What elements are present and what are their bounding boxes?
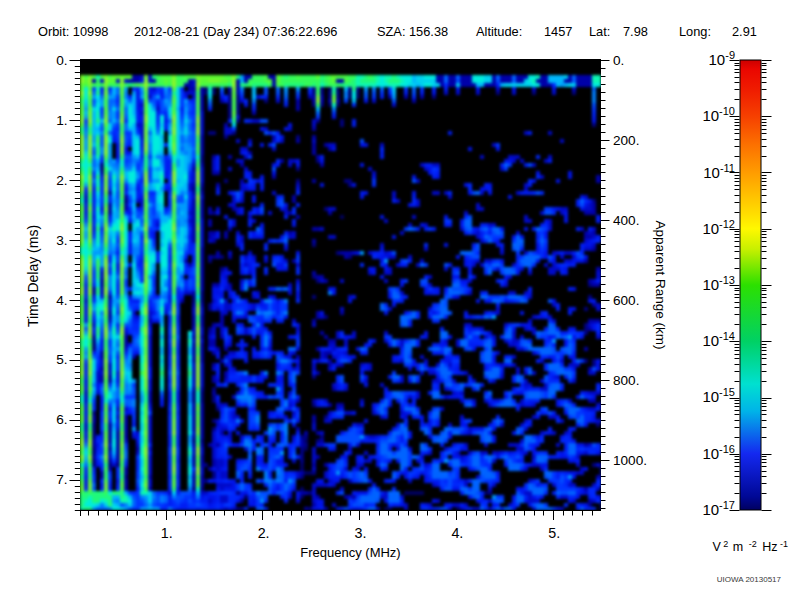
svg-text:7.98: 7.98 (623, 24, 648, 39)
svg-text:10-10: 10-10 (702, 105, 735, 124)
svg-text:SZA: 156.38: SZA: 156.38 (377, 24, 448, 39)
svg-text:Frequency (MHz): Frequency (MHz) (300, 545, 400, 560)
svg-text:Lat:: Lat: (589, 24, 610, 39)
svg-text:800.: 800. (613, 373, 639, 388)
svg-text:4.: 4. (451, 525, 463, 541)
svg-text:UIOWA 20130517: UIOWA 20130517 (717, 575, 782, 584)
svg-text:2012-08-21 (Day 234) 07:36:22.: 2012-08-21 (Day 234) 07:36:22.696 (134, 24, 337, 39)
svg-text:10-13: 10-13 (702, 274, 735, 293)
svg-text:0.: 0. (613, 53, 624, 68)
svg-text:1.: 1. (56, 113, 67, 128)
svg-text:10-9: 10-9 (709, 49, 735, 68)
svg-text:7.: 7. (56, 472, 67, 487)
svg-text:10-17: 10-17 (702, 499, 735, 518)
svg-text:0.: 0. (56, 53, 67, 68)
svg-text:3.: 3. (56, 233, 67, 248)
svg-text:600.: 600. (613, 293, 639, 308)
svg-text:10-11: 10-11 (703, 162, 735, 181)
svg-text:Time Delay (ms): Time Delay (ms) (25, 225, 41, 327)
svg-text:1457: 1457 (544, 24, 572, 39)
svg-text:Apparent Range (km): Apparent Range (km) (653, 220, 668, 349)
svg-text:2.: 2. (56, 173, 67, 188)
svg-text:2.91: 2.91 (732, 24, 757, 39)
svg-text:Orbit: 10998: Orbit: 10998 (38, 24, 108, 39)
svg-text:2.: 2. (258, 525, 270, 541)
svg-text:10-15: 10-15 (702, 386, 735, 405)
svg-text:5.: 5. (56, 352, 67, 367)
svg-text:10-16: 10-16 (702, 443, 735, 462)
svg-text:10-12: 10-12 (702, 218, 735, 237)
svg-text:200.: 200. (613, 133, 639, 148)
svg-text:4.: 4. (56, 293, 67, 308)
svg-text:3.: 3. (355, 525, 367, 541)
svg-text:V2m-2Hz-1: V2m-2Hz-1 (713, 539, 789, 554)
svg-text:10-14: 10-14 (702, 330, 735, 349)
svg-text:1.: 1. (161, 525, 173, 541)
svg-text:1000.: 1000. (613, 453, 647, 468)
svg-text:6.: 6. (56, 412, 67, 427)
svg-text:400.: 400. (613, 213, 639, 228)
svg-text:Long:: Long: (679, 24, 711, 39)
svg-text:Altitude:: Altitude: (476, 24, 522, 39)
svg-text:5.: 5. (548, 525, 560, 541)
